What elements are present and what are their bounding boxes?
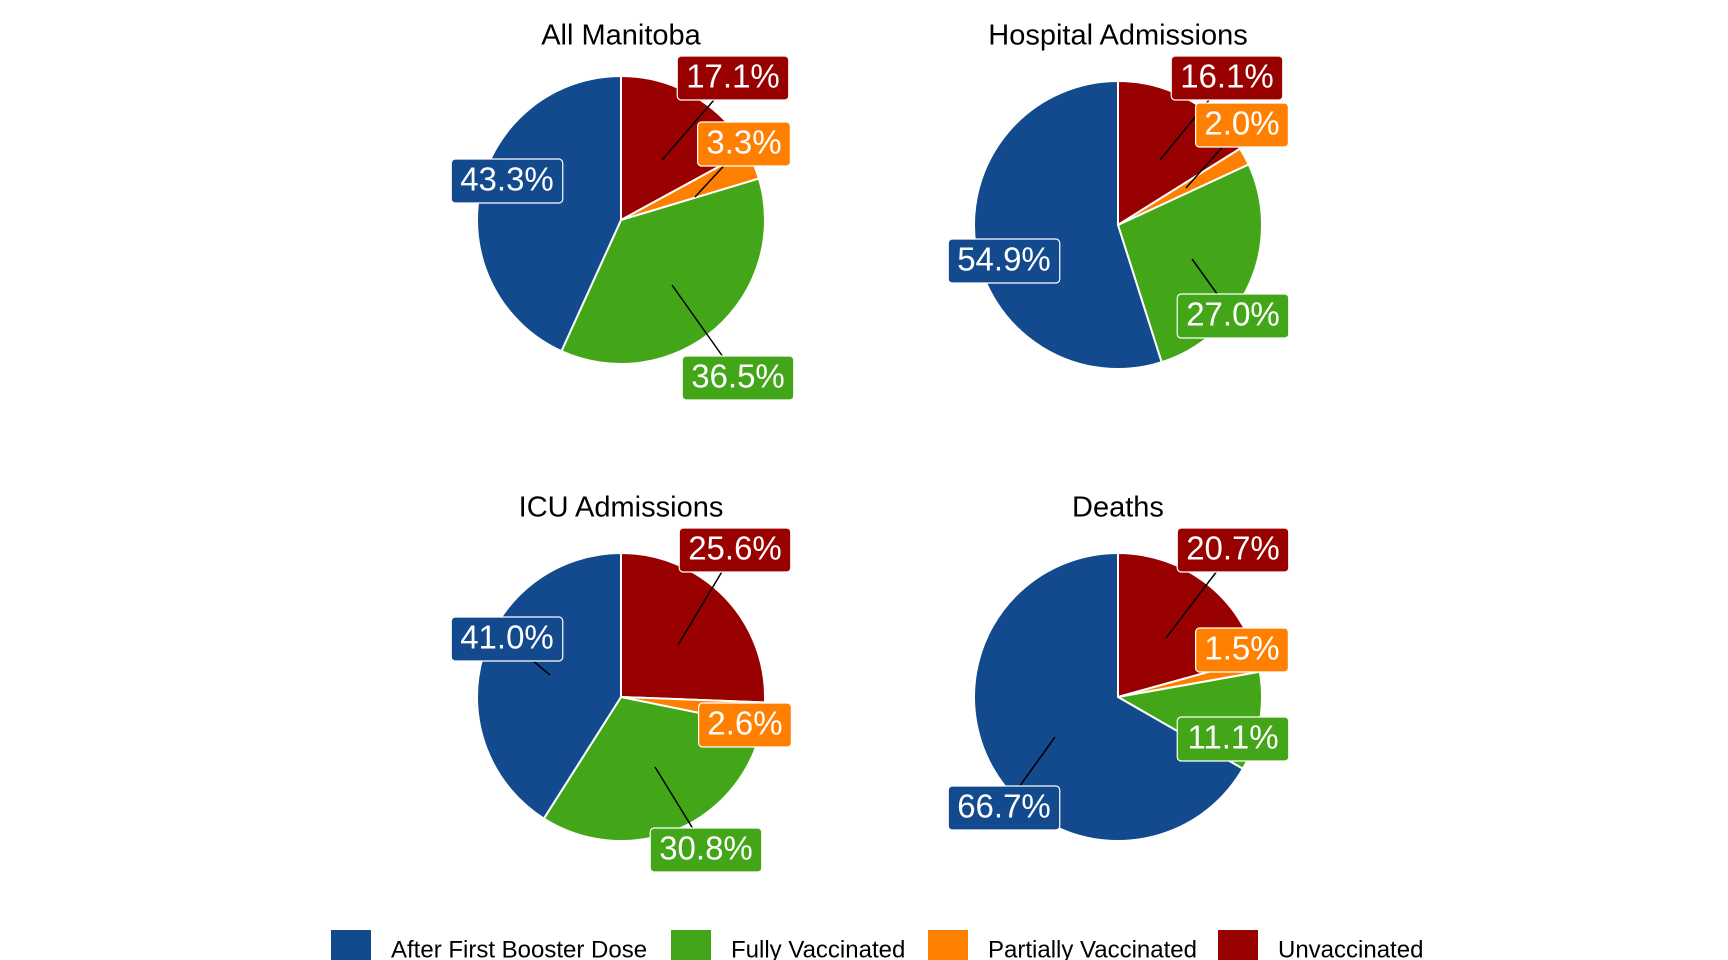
legend-label: Partially Vaccinated <box>988 936 1197 960</box>
slice-label-text: 20.7% <box>1186 530 1280 567</box>
slice-label-text: 66.7% <box>957 788 1051 825</box>
slice-label-text: 2.6% <box>707 705 782 742</box>
slice-label-text: 25.6% <box>688 530 782 567</box>
slice-label-unvaccinated: 17.1% <box>676 55 790 101</box>
slice-label-box <box>947 238 1061 284</box>
slice-label-after-first-booster-dose: 43.3% <box>450 158 564 204</box>
slice-label-partially-vaccinated: 2.0% <box>1194 102 1289 148</box>
slice-label-box <box>450 158 564 204</box>
slice-label-fully-vaccinated: 30.8% <box>649 827 763 873</box>
slice-label-box <box>697 702 792 748</box>
slice-label-fully-vaccinated: 36.5% <box>681 355 795 401</box>
slice-label-text: 54.9% <box>957 241 1051 278</box>
legend-item-unvaccinated: Unvaccinated <box>1218 930 1423 960</box>
legend-swatch <box>331 930 371 960</box>
slice-label-text: 30.8% <box>659 830 753 867</box>
slice-label-after-first-booster-dose: 54.9% <box>947 238 1061 284</box>
slice-label-box <box>1176 716 1290 762</box>
legend-item-partially-vaccinated: Partially Vaccinated <box>928 930 1197 960</box>
slice-label-text: 17.1% <box>686 58 780 95</box>
slice-label-partially-vaccinated: 3.3% <box>696 121 791 167</box>
slice-label-after-first-booster-dose: 41.0% <box>450 616 564 662</box>
pie-deaths: Deaths 20.7% 1.5% 11.1% 66.7% <box>947 492 1290 842</box>
slice-label-box <box>1176 293 1290 339</box>
slice-after-first-booster-dose <box>973 551 1245 842</box>
slice-label-box <box>678 527 792 573</box>
pie-hospital-admissions: Hospital Admissions 16.1% 2.0% 27.0% 54.9% <box>947 20 1290 370</box>
legend-item-fully-vaccinated: Fully Vaccinated <box>671 930 905 960</box>
legend-swatch <box>1218 930 1258 960</box>
slice-label-text: 3.3% <box>706 124 781 161</box>
pie-icu-admissions: ICU Admissions 25.6% 2.6% 30.8% 41.0% <box>450 492 792 873</box>
pie-title: All Manitoba <box>541 20 701 52</box>
slice-label-box <box>947 785 1061 831</box>
legend-label: Unvaccinated <box>1278 936 1423 960</box>
slice-label-partially-vaccinated: 1.5% <box>1194 627 1289 673</box>
legend: After First Booster Dose Fully Vaccinated… <box>331 930 1423 960</box>
slice-label-after-first-booster-dose: 66.7% <box>947 785 1061 831</box>
slice-unvaccinated <box>620 551 766 704</box>
slice-labels: 20.7% 1.5% 11.1% 66.7% <box>947 527 1290 831</box>
legend-label: Fully Vaccinated <box>731 936 905 960</box>
slice-label-box <box>1194 627 1289 673</box>
slice-label-text: 11.1% <box>1187 719 1278 756</box>
slice-label-box <box>1170 55 1284 101</box>
slice-label-text: 16.1% <box>1180 58 1274 95</box>
slice-label-text: 1.5% <box>1204 630 1279 667</box>
slice-label-unvaccinated: 20.7% <box>1176 527 1290 573</box>
pie-title: ICU Admissions <box>519 492 724 524</box>
slice-label-box <box>649 827 763 873</box>
pie-title: Hospital Admissions <box>988 20 1248 52</box>
slice-fully-vaccinated <box>560 177 766 365</box>
slices <box>476 551 766 842</box>
slice-label-unvaccinated: 25.6% <box>678 527 792 573</box>
slice-label-box <box>696 121 791 167</box>
legend-label: After First Booster Dose <box>391 936 647 960</box>
slice-label-unvaccinated: 16.1% <box>1170 55 1284 101</box>
slice-label-text: 2.0% <box>1204 105 1279 142</box>
legend-swatch <box>928 930 968 960</box>
slice-label-box <box>450 616 564 662</box>
slice-label-partially-vaccinated: 2.6% <box>697 702 792 748</box>
slices <box>973 79 1263 370</box>
slice-label-text: 41.0% <box>460 619 554 656</box>
slice-label-fully-vaccinated: 27.0% <box>1176 293 1290 339</box>
slice-label-box <box>1176 527 1290 573</box>
slice-label-box <box>1194 102 1289 148</box>
slice-labels: 16.1% 2.0% 27.0% 54.9% <box>947 55 1290 339</box>
slice-labels: 25.6% 2.6% 30.8% 41.0% <box>450 527 792 873</box>
pie-title: Deaths <box>1072 492 1164 524</box>
slice-labels: 17.1% 3.3% 36.5% 43.3% <box>450 55 795 401</box>
slice-label-text: 27.0% <box>1186 296 1280 333</box>
slice-label-box <box>681 355 795 401</box>
pie-all-manitoba: All Manitoba 17.1% 3.3% 36.5% 43.3% <box>450 20 795 401</box>
slice-label-box <box>676 55 790 101</box>
slice-label-text: 36.5% <box>691 358 785 395</box>
pies-layer: All Manitoba 17.1% 3.3% 36.5% 43.3% Hospital … <box>450 20 1290 873</box>
legend-item-after-first-booster-dose: After First Booster Dose <box>331 930 647 960</box>
legend-swatch <box>671 930 711 960</box>
slices <box>476 74 766 365</box>
slice-label-fully-vaccinated: 11.1% <box>1176 716 1290 762</box>
slice-label-text: 43.3% <box>460 161 554 198</box>
